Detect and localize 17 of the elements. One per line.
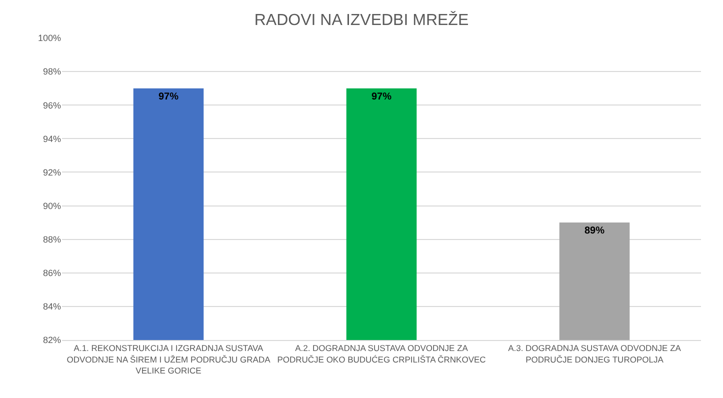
x-tick-label: A.1. REKONSTRUKCIJA I IZGRADNJA SUSTAVA ODVODNJE NA ŠIREM I UŽEM PODRUČJU GRADA VELIKE GORICE: [66, 343, 271, 376]
y-tick-label: 90%: [42, 200, 61, 211]
y-tick-label: 92%: [42, 167, 61, 178]
data-label: 97%: [371, 91, 392, 102]
y-tick-label: 96%: [42, 100, 61, 110]
y-tick-label: 88%: [42, 234, 61, 244]
data-label: 97%: [158, 91, 179, 102]
y-tick-label: 100%: [38, 33, 61, 44]
y-tick-label: 82%: [42, 335, 61, 346]
y-tick-label: 84%: [42, 302, 61, 312]
y-tick-label: 94%: [42, 134, 61, 144]
chart-title: RADOVI NA IZVEDBI MREŽE: [254, 11, 469, 30]
x-tick-label: A.2. DOGRADNJA SUSTAVA ODVODNJE ZA PODRUČJE OKO BUDUĆEG CRPILIŠTA ČRNKOVEC: [277, 343, 486, 364]
y-tick-label: 98%: [42, 66, 61, 77]
y-tick-label: 86%: [42, 268, 61, 278]
x-tick-label: A.3. DOGRADNJA SUSTAVA ODVODNJE ZA PODRUČJE DONJEG TUROPOLJA: [508, 343, 682, 364]
data-label: 89%: [584, 226, 605, 237]
